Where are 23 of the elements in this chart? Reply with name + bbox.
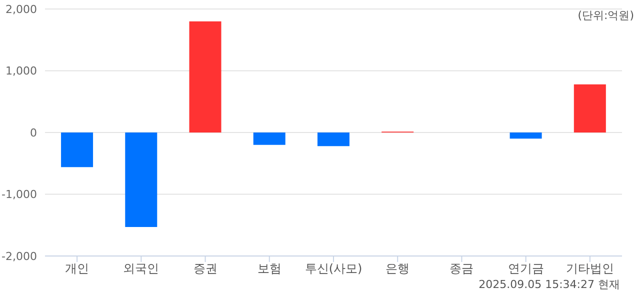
bar — [253, 132, 286, 145]
bar — [317, 132, 350, 146]
x-tick-label: 투신(사모) — [304, 262, 362, 276]
annotation: (단위:억원) — [578, 8, 634, 23]
y-tick-label: 0 — [30, 126, 37, 140]
x-tick-label: 증권 — [193, 262, 218, 276]
text: 2025.09.05 15:34:27 현재 — [478, 277, 620, 292]
y-tick-label: 2,000 — [6, 2, 37, 16]
bar — [574, 84, 606, 132]
y-tick-label: -1,000 — [2, 188, 37, 202]
x-tick-label: 개인 — [65, 262, 90, 276]
y-tick-label: -2,000 — [2, 250, 37, 263]
bar — [189, 21, 222, 132]
x-tick-label: 은행 — [386, 262, 410, 276]
bar — [125, 132, 158, 227]
x-tick-label: 외국인 — [123, 262, 160, 276]
y-tick-label: 1,000 — [6, 64, 37, 78]
bar — [510, 132, 542, 139]
x-tick-label: 종금 — [450, 262, 474, 276]
x-tick-label: 기타법인 — [566, 262, 614, 276]
x-tick-label: 연기금 — [508, 262, 544, 276]
x-tick-label: 보험 — [257, 262, 282, 276]
bar — [61, 132, 94, 168]
